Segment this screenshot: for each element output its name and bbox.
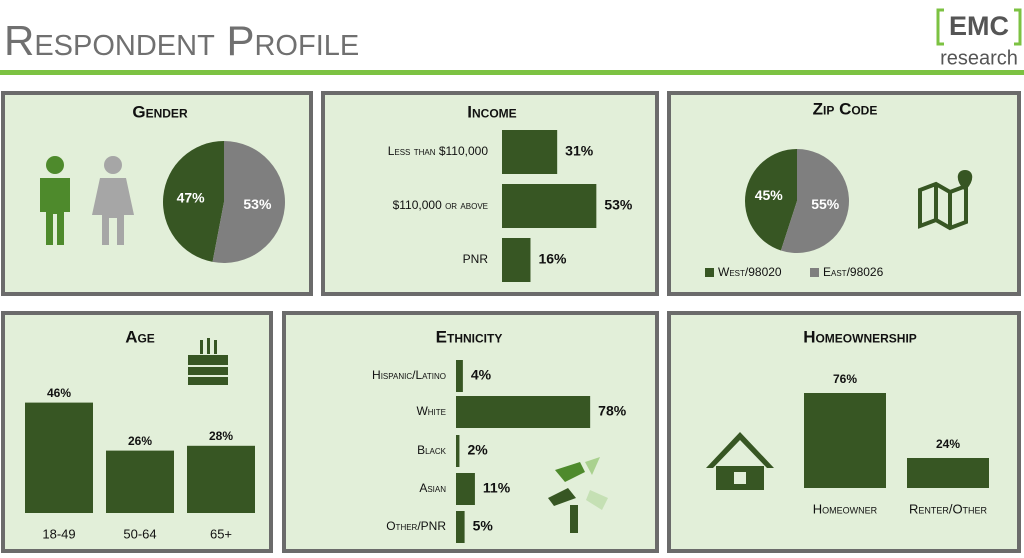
category-label: 18-49 [42, 526, 75, 541]
legend-swatch [810, 268, 819, 277]
panel-title: Homeownership [803, 327, 917, 346]
logo-text: EMC [949, 11, 1009, 41]
bar [456, 511, 465, 543]
category-label: Renter/Other [909, 501, 988, 516]
header-rule [0, 70, 1024, 75]
panel-title: Ethnicity [436, 327, 503, 346]
value-label: 76% [833, 372, 857, 386]
value-label: 53% [604, 197, 633, 213]
category-label: Homeowner [813, 501, 878, 516]
category-label: Black [417, 443, 447, 457]
panel-title: Zip Code [813, 99, 878, 118]
value-label: 31% [565, 143, 594, 159]
bar [456, 473, 475, 505]
panel-title: Age [125, 327, 155, 346]
bar [804, 393, 886, 488]
panel [282, 311, 659, 553]
value-label: 24% [936, 437, 960, 451]
pie-slice [162, 141, 224, 262]
category-label: PNR [463, 252, 489, 266]
value-label: 46% [47, 386, 71, 400]
value-label: 4% [471, 367, 492, 383]
logo: EMC research [936, 8, 1022, 69]
value-label: 78% [598, 403, 627, 419]
value-label: 26% [128, 434, 152, 448]
category-label: Other/PNR [386, 519, 446, 533]
bar [907, 458, 989, 488]
female-icon [92, 156, 134, 245]
legend-label: East/98026 [823, 265, 884, 279]
bar [25, 402, 93, 513]
legend-label: West/98020 [718, 265, 782, 279]
page-title: Respondent Profile [4, 17, 359, 64]
bar [502, 184, 597, 228]
logo-subtext: research [940, 47, 1018, 69]
value-label: 16% [538, 251, 567, 267]
legend-swatch [705, 268, 714, 277]
category-label: Asian [419, 481, 446, 495]
bar [106, 450, 174, 513]
male-icon [40, 156, 70, 245]
category-label: Hispanic/Latino [372, 368, 446, 382]
bar [456, 396, 591, 428]
pie-slice [780, 149, 849, 254]
hands-icon [548, 457, 608, 533]
pie-slice [212, 141, 285, 263]
slice-label: 53% [243, 196, 272, 212]
value-label: 5% [473, 518, 494, 534]
panel [321, 91, 659, 296]
slice-label: 55% [811, 196, 840, 212]
bar [502, 238, 531, 282]
pie-slice [745, 149, 797, 251]
map-icon [918, 169, 973, 231]
bar [456, 360, 463, 392]
value-label: 11% [483, 480, 511, 496]
slice-label: 47% [177, 190, 206, 206]
value-label: 28% [209, 429, 233, 443]
panel-title: Gender [132, 102, 188, 121]
bar [187, 445, 255, 513]
category-label: $110,000 or above [393, 198, 488, 212]
cake-icon [188, 338, 228, 385]
category-label: 65+ [210, 526, 232, 541]
category-label: 50-64 [123, 526, 156, 541]
house-icon [706, 432, 774, 490]
value-label: 2% [467, 442, 488, 458]
bar [502, 130, 558, 174]
category-label: Less than $110,000 [388, 144, 489, 158]
bar [456, 435, 460, 467]
panel-title: Income [467, 102, 516, 121]
slice-label: 45% [755, 187, 784, 203]
category-label: White [416, 404, 446, 418]
